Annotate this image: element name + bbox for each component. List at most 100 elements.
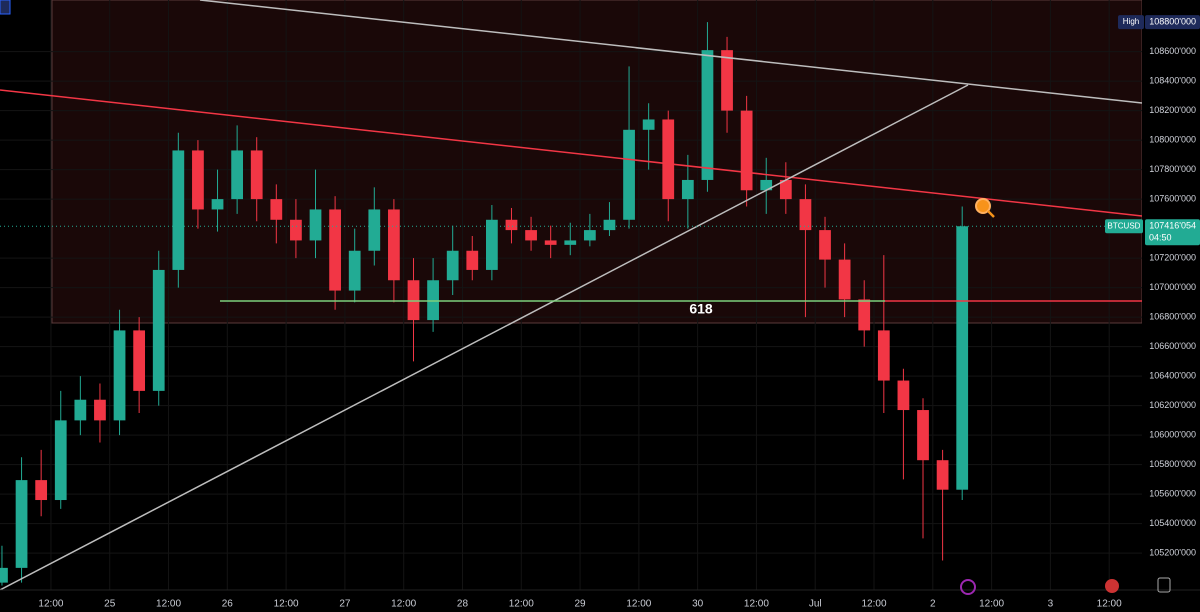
candle-body xyxy=(309,209,322,241)
candle-body xyxy=(642,119,655,130)
candle-body xyxy=(388,209,400,281)
candle-body xyxy=(544,240,557,245)
candle-body xyxy=(368,209,381,251)
candle-body xyxy=(877,330,890,381)
candle-body xyxy=(505,219,518,231)
high-label: High xyxy=(1123,17,1139,26)
candle-body xyxy=(662,119,675,200)
candle-body xyxy=(152,269,165,391)
event-icon[interactable] xyxy=(960,579,976,595)
candle-body xyxy=(211,199,224,210)
candle-body xyxy=(172,150,185,270)
x-tick-label: 12:00 xyxy=(509,599,534,610)
x-tick-label: 30 xyxy=(692,599,704,610)
candle-body xyxy=(583,230,596,241)
candle-body xyxy=(936,460,949,490)
y-tick-label: 108400'000 xyxy=(1149,76,1196,86)
candle-body xyxy=(956,226,969,490)
candle-body xyxy=(94,399,106,421)
candle-body xyxy=(819,230,831,260)
candle-body xyxy=(0,567,8,583)
candle-body xyxy=(74,399,87,421)
last-price-label: 107416'054 xyxy=(1149,221,1196,231)
candle-body xyxy=(838,259,851,300)
x-tick-label: 12:00 xyxy=(391,599,416,610)
x-tick-label: 28 xyxy=(457,599,469,610)
x-tick-label: 3 xyxy=(1048,599,1054,610)
y-tick-label: 105400'000 xyxy=(1149,518,1196,528)
high-price-badge xyxy=(1145,15,1200,30)
x-tick-label: 26 xyxy=(222,599,234,610)
x-tick-label: 12:00 xyxy=(156,599,181,610)
candle-body xyxy=(564,240,577,245)
y-tick-label: 107600'000 xyxy=(1149,194,1196,204)
x-tick-label: Jul xyxy=(809,599,822,610)
candle-body xyxy=(779,179,792,200)
price-badge xyxy=(1145,219,1200,246)
candle-body xyxy=(858,299,871,331)
flag-icon[interactable] xyxy=(1105,579,1119,593)
level-label: 618 xyxy=(689,301,713,317)
candle-body xyxy=(54,420,67,501)
y-tick-label: 105200'000 xyxy=(1149,548,1196,558)
candle-body xyxy=(681,179,694,200)
y-tick-label: 106000'000 xyxy=(1149,430,1196,440)
y-tick-label: 107000'000 xyxy=(1149,282,1196,292)
x-tick-label: 12:00 xyxy=(274,599,299,610)
marker-icon xyxy=(987,210,995,218)
candle-body xyxy=(525,230,537,241)
candle-body xyxy=(603,219,616,231)
x-tick-label: 2 xyxy=(930,599,936,610)
trend-line xyxy=(0,84,969,591)
symbol-label: BTCUSD xyxy=(1108,221,1141,230)
candle-body xyxy=(427,280,439,321)
trend-line xyxy=(199,0,1143,104)
x-tick-label: 27 xyxy=(339,599,351,610)
zone xyxy=(51,0,1143,324)
candle-body xyxy=(133,330,146,391)
badge xyxy=(0,0,11,15)
y-tick-label: 108200'000 xyxy=(1149,105,1196,115)
candle-body xyxy=(231,150,243,200)
y-tick-label: 107800'000 xyxy=(1149,164,1196,174)
x-tick-label: 12:00 xyxy=(979,599,1004,610)
candle-body xyxy=(192,150,204,210)
x-tick-label: 12:00 xyxy=(861,599,886,610)
high-price-label: 108800'000 xyxy=(1149,17,1196,27)
y-tick-label: 105800'000 xyxy=(1149,459,1196,469)
candle-body xyxy=(917,410,929,461)
candles xyxy=(0,22,969,586)
auto-button[interactable] xyxy=(1157,577,1171,593)
x-tick-label: 12:00 xyxy=(626,599,651,610)
candle-body xyxy=(446,250,459,281)
candle-body xyxy=(250,150,263,200)
countdown-label: 04:50 xyxy=(1149,233,1172,243)
y-tick-label: 106400'000 xyxy=(1149,371,1196,381)
candle-body xyxy=(701,50,714,180)
candle-body xyxy=(799,199,812,231)
candle-body xyxy=(623,129,635,220)
y-tick-label: 106200'000 xyxy=(1149,400,1196,410)
candle-body xyxy=(15,480,28,568)
y-tick-label: 108000'000 xyxy=(1149,135,1196,145)
x-tick-label: 12:00 xyxy=(38,599,63,610)
y-tick-label: 106600'000 xyxy=(1149,341,1196,351)
x-tick-label: 12:00 xyxy=(744,599,769,610)
x-tick-label: 29 xyxy=(575,599,587,610)
candle-body xyxy=(485,219,498,270)
candle-body xyxy=(740,110,753,191)
marker-icon xyxy=(975,198,991,214)
candle-body xyxy=(407,280,420,321)
x-tick-label: 12:00 xyxy=(1097,599,1122,610)
candle-body xyxy=(270,199,283,220)
candle-body xyxy=(721,50,733,111)
candle-body xyxy=(35,480,48,501)
candle-body xyxy=(760,179,773,191)
x-tick-label: 25 xyxy=(104,599,116,610)
trend-line xyxy=(0,89,1143,217)
price-axis xyxy=(1142,0,1200,612)
candle-body xyxy=(290,219,302,241)
y-tick-label: 105600'000 xyxy=(1149,489,1196,499)
candle-body xyxy=(897,380,910,411)
